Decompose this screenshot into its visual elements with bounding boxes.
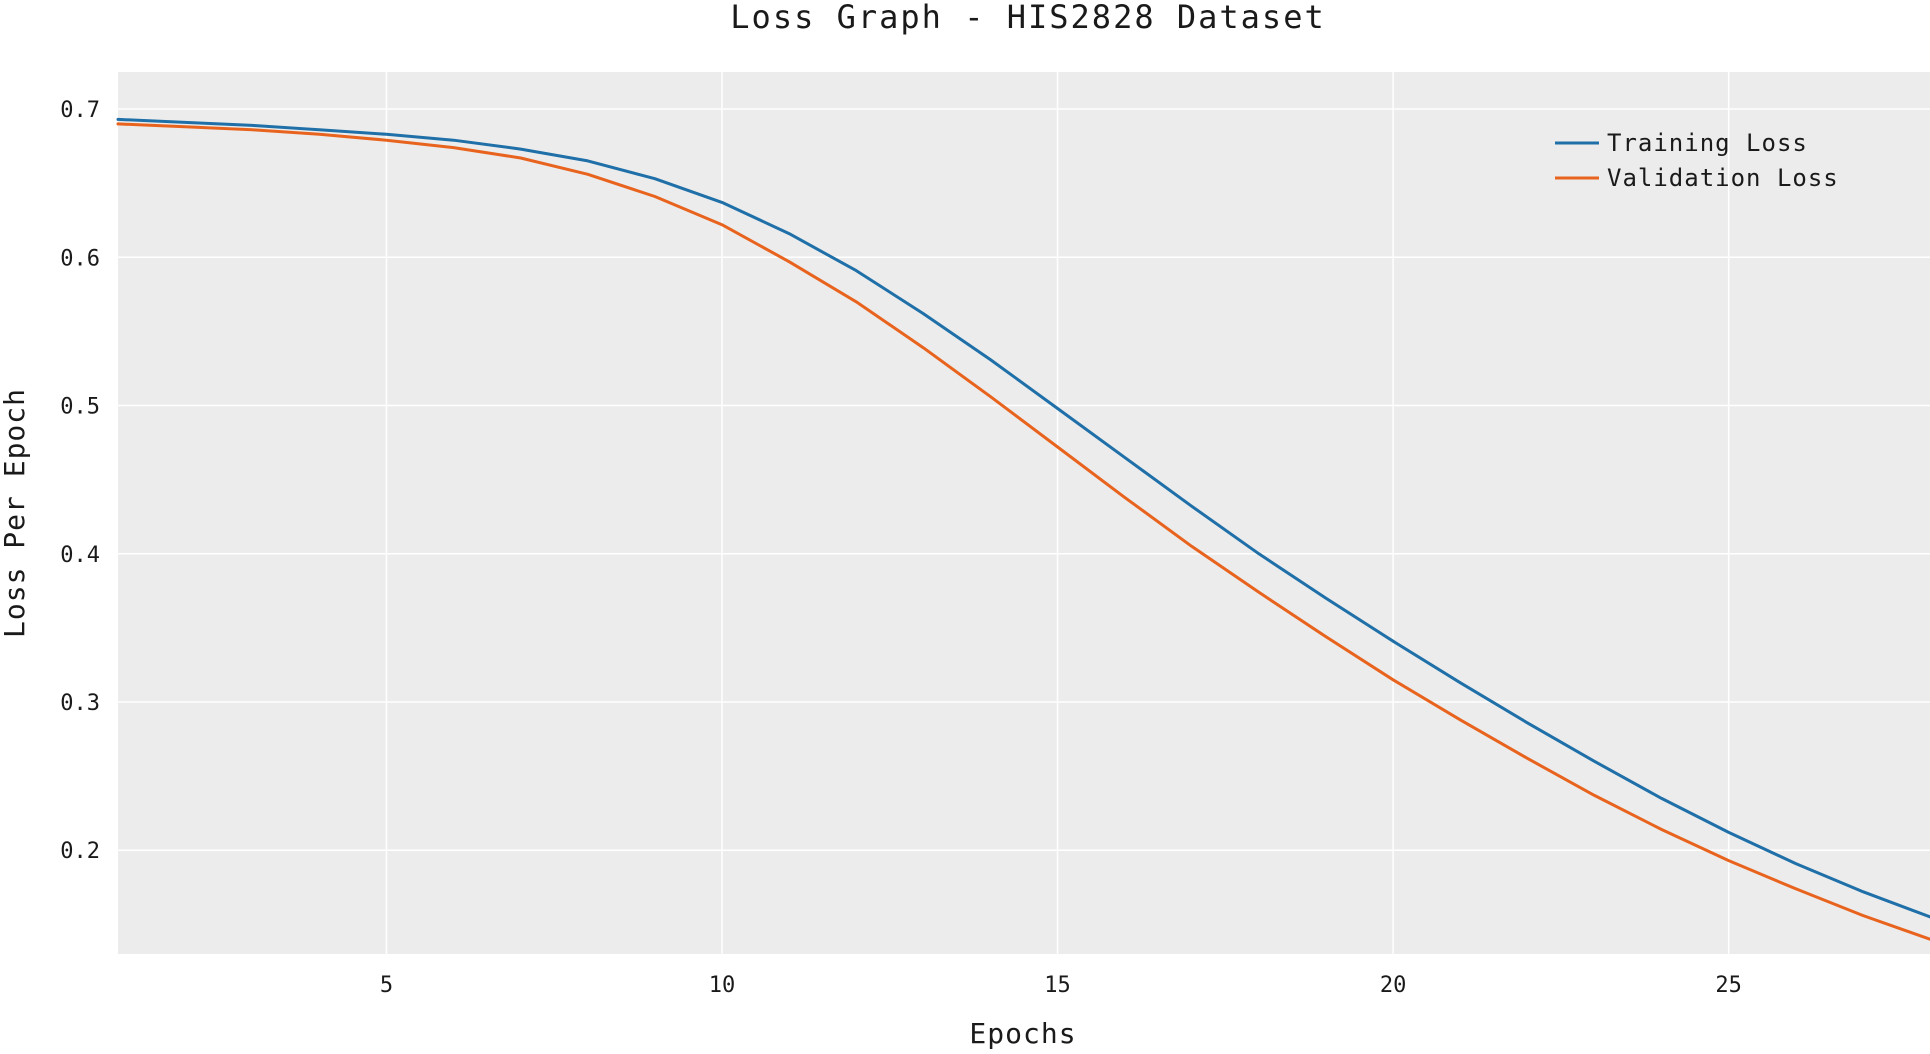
plot-area bbox=[118, 72, 1930, 954]
y-tick-label: 0.6 bbox=[60, 246, 100, 271]
y-tick-label: 0.2 bbox=[60, 839, 100, 864]
y-axis-label: Loss Per Epoch bbox=[0, 388, 31, 638]
y-tick-label: 0.5 bbox=[60, 395, 100, 420]
gridlines bbox=[118, 72, 1930, 954]
x-tick-label: 15 bbox=[1044, 973, 1071, 998]
x-tick-label: 10 bbox=[709, 973, 736, 998]
x-tick-label: 25 bbox=[1715, 973, 1742, 998]
y-tick-label: 0.3 bbox=[60, 691, 100, 716]
x-axis-label: Epochs bbox=[969, 1017, 1076, 1050]
legend: Training Loss Validation Loss bbox=[1555, 129, 1839, 192]
series-lines bbox=[116, 117, 1930, 941]
tick-labels: 5 10 15 20 25 0.2 0.3 0.4 0.5 0.6 0.7 bbox=[60, 98, 1742, 998]
chart-title: Loss Graph - HIS2828 Dataset bbox=[730, 0, 1325, 36]
series-line-validation-loss bbox=[116, 122, 1930, 941]
x-tick-label: 5 bbox=[380, 973, 393, 998]
x-tick-label: 20 bbox=[1380, 973, 1407, 998]
legend-label: Validation Loss bbox=[1607, 164, 1839, 192]
y-tick-label: 0.7 bbox=[60, 98, 100, 123]
legend-label: Training Loss bbox=[1607, 129, 1808, 157]
series-line-training-loss bbox=[116, 117, 1930, 919]
y-tick-label: 0.4 bbox=[60, 543, 100, 568]
